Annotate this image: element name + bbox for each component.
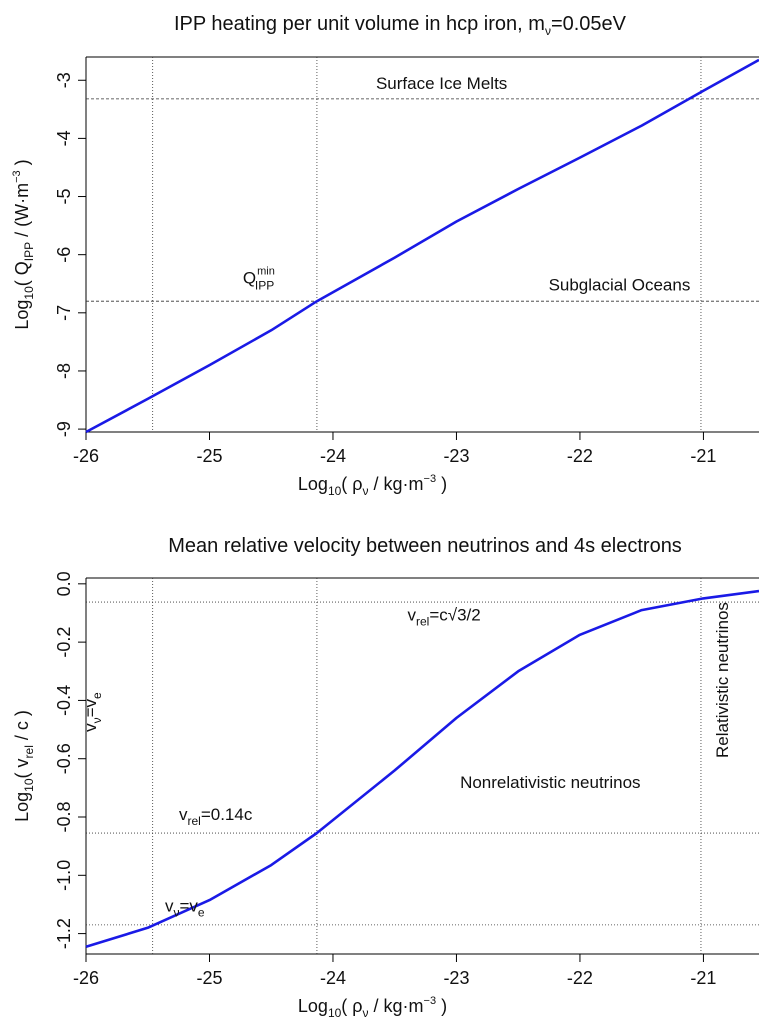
y-tick-label: -9 — [54, 421, 74, 437]
y-tick-label: -3 — [54, 72, 74, 88]
x-tick-label: -22 — [567, 968, 593, 988]
x-tick-label: -25 — [196, 968, 222, 988]
chart-title: Mean relative velocity between neutrinos… — [168, 535, 682, 557]
x-tick-label: -25 — [196, 446, 222, 466]
x-tick-label: -24 — [320, 446, 346, 466]
x-tick-label: -24 — [320, 968, 346, 988]
y-tick-label: -1.2 — [54, 918, 74, 949]
y-axis-label: Log10( vrel / c ) — [12, 710, 36, 822]
annotation: vν=ve — [165, 897, 205, 920]
chart-panel-2: Mean relative velocity between neutrinos… — [12, 535, 759, 1020]
y-tick-label: -0.4 — [54, 685, 74, 716]
y-tick-label: -5 — [54, 189, 74, 205]
y-tick-label: -8 — [54, 363, 74, 379]
reference-line-label: Subglacial Oceans — [549, 276, 691, 295]
annotation: Nonrelativistic neutrinos — [460, 773, 640, 792]
chart-title: IPP heating per unit volume in hcp iron,… — [174, 13, 627, 38]
y-tick-label: -6 — [54, 247, 74, 263]
series-line — [85, 589, 759, 948]
series-line — [85, 58, 759, 434]
y-tick-label: -0.6 — [54, 743, 74, 774]
x-tick-label: -23 — [443, 968, 469, 988]
y-tick-label: -4 — [54, 130, 74, 146]
annotation: Relativistic neutrinos — [713, 602, 732, 758]
chart-panel-1: IPP heating per unit volume in hcp iron,… — [11, 13, 759, 498]
y-tick-label: 0.0 — [54, 571, 74, 596]
x-axis-label: Log10( ρν / kg·m−3 ) — [298, 995, 447, 1020]
x-tick-label: -23 — [443, 446, 469, 466]
y-tick-label: -0.8 — [54, 801, 74, 832]
reference-line-label: Surface Ice Melts — [376, 74, 507, 93]
x-tick-label: -26 — [73, 968, 99, 988]
x-axis-label: Log10( ρν / kg·m−3 ) — [298, 473, 447, 498]
annotation: vrel=0.14c — [179, 805, 253, 828]
x-tick-label: -22 — [567, 446, 593, 466]
y-axis-label: Log10( QIPP / (W·m−3 ) — [11, 159, 36, 329]
y-tick-label: -7 — [54, 305, 74, 321]
annotation: vrel=c√3/2 — [407, 605, 480, 628]
annotation: vν=ve — [81, 692, 104, 732]
x-tick-label: -26 — [73, 446, 99, 466]
annotation: Qmin IPP — [243, 266, 275, 293]
y-tick-label: -0.2 — [54, 627, 74, 658]
x-tick-label: -21 — [690, 446, 716, 466]
y-tick-label: -1.0 — [54, 860, 74, 891]
x-tick-label: -21 — [690, 968, 716, 988]
